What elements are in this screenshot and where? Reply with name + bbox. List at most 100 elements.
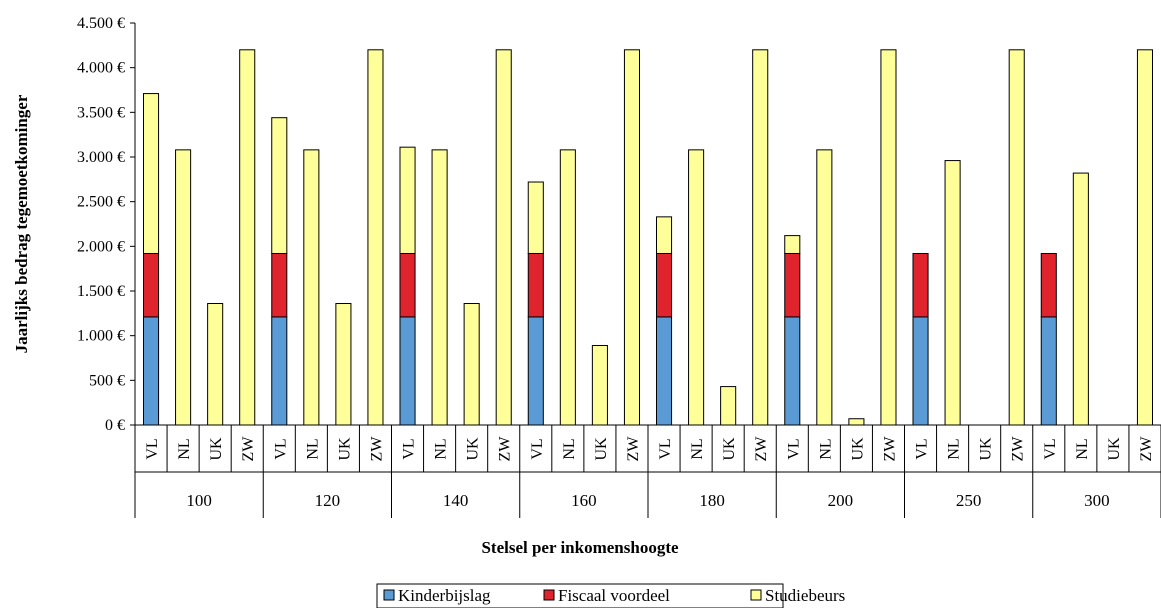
bar-segment-studiebeurs bbox=[591, 344, 608, 426]
subcategory-label: UK bbox=[336, 437, 353, 461]
subcategory-label: VL bbox=[272, 438, 289, 459]
bar-segment-studiebeurs bbox=[1136, 49, 1154, 426]
subcategory-label: ZW bbox=[497, 436, 514, 462]
bar-segment-kinderbijslag bbox=[527, 316, 544, 426]
bar-segment-studiebeurs bbox=[303, 149, 320, 426]
subcategory-label: NL bbox=[946, 438, 963, 459]
bar-segment-studiebeurs bbox=[1072, 172, 1089, 426]
bar-segment-studiebeurs bbox=[431, 149, 448, 426]
bar-segment-kinderbijslag bbox=[142, 316, 160, 426]
bar-segment-studiebeurs bbox=[207, 303, 224, 426]
subcategory-label: NL bbox=[304, 438, 321, 459]
group-label: 200 bbox=[828, 491, 854, 510]
subcategory-label: ZW bbox=[240, 436, 257, 462]
legend-swatch bbox=[383, 589, 395, 601]
y-tick-label: 0 € bbox=[105, 417, 125, 434]
bar-segment-kinderbijslag bbox=[784, 316, 801, 426]
subcategory-label: UK bbox=[208, 437, 225, 461]
group-label: 160 bbox=[571, 491, 597, 510]
subcategory-label: VL bbox=[1042, 438, 1059, 459]
y-tick-label: 3.500 € bbox=[77, 104, 125, 121]
bar-segment-studiebeurs bbox=[335, 303, 352, 426]
subcategory-label: VL bbox=[914, 438, 931, 459]
bar-segment-kinderbijslag bbox=[912, 316, 929, 426]
legend-entry: Fiscaal voordeel bbox=[558, 586, 670, 605]
subcategory-label: VL bbox=[144, 438, 161, 459]
y-tick-label: 1.500 € bbox=[77, 283, 125, 300]
bar-segment-studiebeurs bbox=[239, 49, 256, 426]
subcategory-label: ZW bbox=[881, 436, 898, 462]
bar-segment-studiebeurs bbox=[688, 149, 705, 426]
bar-segment-studiebeurs bbox=[944, 160, 961, 426]
y-tick-label: 1.000 € bbox=[77, 328, 125, 345]
bar-segment-studiebeurs bbox=[816, 149, 833, 426]
subcategory-label: UK bbox=[721, 437, 738, 461]
subcategory-label: ZW bbox=[368, 436, 385, 462]
group-label: 300 bbox=[1084, 491, 1110, 510]
subcategory-label: VL bbox=[401, 438, 418, 459]
bar-segment-studiebeurs bbox=[175, 149, 192, 426]
group-label: 250 bbox=[956, 491, 982, 510]
subcategory-label: VL bbox=[529, 438, 546, 459]
bar-segment-studiebeurs bbox=[495, 49, 512, 426]
bar-segment-kinderbijslag bbox=[1040, 316, 1057, 426]
subcategory-label: ZW bbox=[1010, 436, 1027, 462]
group-label: 100 bbox=[186, 491, 212, 510]
legend-entry: Studiebeurs bbox=[765, 586, 845, 605]
bar-segment-fiscaal-voordeel bbox=[527, 252, 544, 318]
bar-segment-fiscaal-voordeel bbox=[1040, 252, 1057, 318]
bar-segment-kinderbijslag bbox=[399, 316, 416, 426]
bar-segment-fiscaal-voordeel bbox=[142, 252, 160, 318]
subcategory-label: UK bbox=[978, 437, 995, 461]
subcategory-label: UK bbox=[465, 437, 482, 461]
bar-segment-studiebeurs bbox=[720, 386, 737, 426]
subcategory-label: NL bbox=[561, 438, 578, 459]
bar-segment-studiebeurs bbox=[655, 216, 673, 254]
subcategory-label: NL bbox=[817, 438, 834, 459]
bar-segment-studiebeurs bbox=[880, 49, 897, 426]
subcategory-label: ZW bbox=[1138, 436, 1155, 462]
y-tick-label: 2.000 € bbox=[77, 238, 125, 255]
y-tick-label: 500 € bbox=[89, 372, 125, 389]
y-tick-label: 3.000 € bbox=[77, 149, 125, 166]
subcategory-label: ZW bbox=[625, 436, 642, 462]
legend-swatch bbox=[750, 589, 762, 601]
legend-swatch bbox=[543, 589, 555, 601]
subcategory-label: UK bbox=[1106, 437, 1123, 461]
subcategory-label: NL bbox=[1074, 438, 1091, 459]
group-label: 180 bbox=[699, 491, 725, 510]
bar-segment-studiebeurs bbox=[142, 93, 160, 254]
bar-segment-studiebeurs bbox=[848, 418, 865, 426]
plot-area: 0 € 500 € 1.000 € 1.500 € 2.000 € 2.500 € 3.00… bbox=[77, 15, 1161, 518]
subcategory-label: NL bbox=[689, 438, 706, 459]
group-label: 120 bbox=[315, 491, 341, 510]
bar-segment-studiebeurs bbox=[399, 146, 416, 254]
bar-segment-studiebeurs bbox=[1008, 49, 1025, 426]
subcategory-label: ZW bbox=[753, 436, 770, 462]
subcategory-label: VL bbox=[785, 438, 802, 459]
subcategory-label: UK bbox=[593, 437, 610, 461]
x-axis-title: Stelsel per inkomenshoogte bbox=[481, 538, 679, 557]
subcategory-label: NL bbox=[176, 438, 193, 459]
bar-segment-kinderbijslag bbox=[271, 316, 288, 426]
bar-segment-studiebeurs bbox=[527, 181, 544, 254]
bar-segment-studiebeurs bbox=[752, 49, 769, 426]
bar-segment-studiebeurs bbox=[784, 235, 801, 254]
legend: Kinderbijslag Fiscaal voordeel Studiebeurs bbox=[376, 583, 845, 608]
y-tick-label: 2.500 € bbox=[77, 194, 125, 211]
bar-segment-fiscaal-voordeel bbox=[784, 252, 801, 318]
bar-segment-studiebeurs bbox=[463, 303, 480, 426]
bar-segment-fiscaal-voordeel bbox=[912, 252, 929, 318]
legend-entry: Kinderbijslag bbox=[398, 586, 491, 605]
bar-segment-studiebeurs bbox=[271, 117, 288, 254]
bar-segment-studiebeurs bbox=[559, 149, 576, 426]
y-tick-label: 4.000 € bbox=[77, 60, 125, 77]
bar-segment-fiscaal-voordeel bbox=[399, 252, 416, 318]
y-tick-label: 4.500 € bbox=[77, 15, 125, 32]
bar-segment-fiscaal-voordeel bbox=[271, 252, 288, 318]
bar-segment-kinderbijslag bbox=[655, 316, 673, 426]
bar-segment-fiscaal-voordeel bbox=[655, 252, 673, 318]
subcategory-label: VL bbox=[657, 438, 674, 459]
legend-box bbox=[376, 583, 784, 608]
